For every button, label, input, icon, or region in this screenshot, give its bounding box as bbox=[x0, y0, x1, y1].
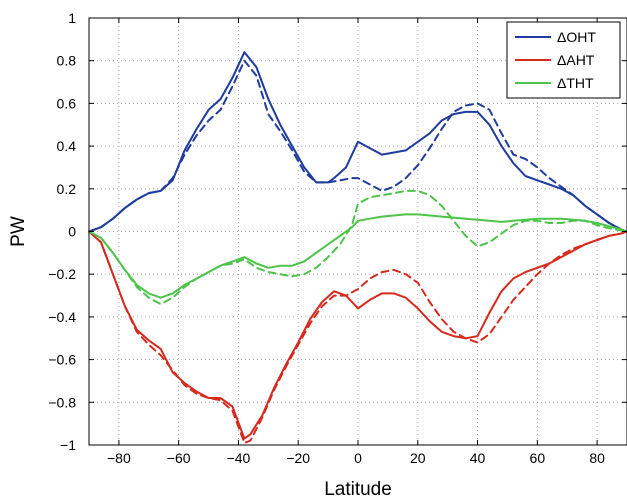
legend-label: ΔOHT bbox=[557, 29, 596, 45]
y-tick-label: −0.2 bbox=[48, 266, 76, 282]
y-tick-label: 0 bbox=[68, 224, 76, 240]
y-tick-label: 0.8 bbox=[57, 53, 77, 69]
legend-label: ΔAHT bbox=[557, 52, 595, 68]
y-tick-label: −0.4 bbox=[48, 309, 76, 325]
y-tick-label: −0.6 bbox=[48, 352, 76, 368]
series-layer bbox=[88, 51, 627, 444]
legend-label: ΔTHT bbox=[557, 75, 594, 91]
series-line-aht-dashed bbox=[88, 230, 627, 444]
series-line-oht-dashed bbox=[88, 59, 627, 233]
x-axis-label: Latitude bbox=[324, 479, 392, 500]
y-tick-label: −0.8 bbox=[48, 394, 76, 410]
tick-labels: −80 −60 −40 −20 0 20 40 60 80 −1 −0.8 −0.6 −0.4 −0.2 0… bbox=[48, 10, 605, 466]
x-tick-label: −80 bbox=[107, 450, 131, 466]
x-tick-label: 60 bbox=[530, 450, 546, 466]
y-tick-label: −1 bbox=[60, 437, 76, 453]
x-tick-label: −40 bbox=[227, 450, 251, 466]
y-tick-label: 1 bbox=[68, 10, 76, 26]
x-tick-label: −20 bbox=[286, 450, 310, 466]
x-tick-label: 20 bbox=[410, 450, 426, 466]
x-tick-label: 80 bbox=[589, 450, 605, 466]
series-line-tht-solid bbox=[88, 213, 627, 299]
x-tick-label: 0 bbox=[354, 450, 362, 466]
y-tick-label: 0.6 bbox=[57, 95, 77, 111]
series-line-oht-solid bbox=[88, 51, 627, 233]
legend: ΔOHT ΔAHT ΔTHT bbox=[506, 21, 621, 99]
y-tick-label: 0.4 bbox=[57, 138, 77, 154]
series-line-tht-dashed bbox=[88, 189, 627, 306]
series-line-aht-solid bbox=[88, 230, 627, 440]
x-tick-label: −60 bbox=[167, 450, 191, 466]
x-tick-label: 40 bbox=[470, 450, 486, 466]
y-tick-label: 0.2 bbox=[57, 181, 77, 197]
ticks bbox=[89, 17, 627, 446]
y-axis-label: PW bbox=[8, 216, 29, 247]
